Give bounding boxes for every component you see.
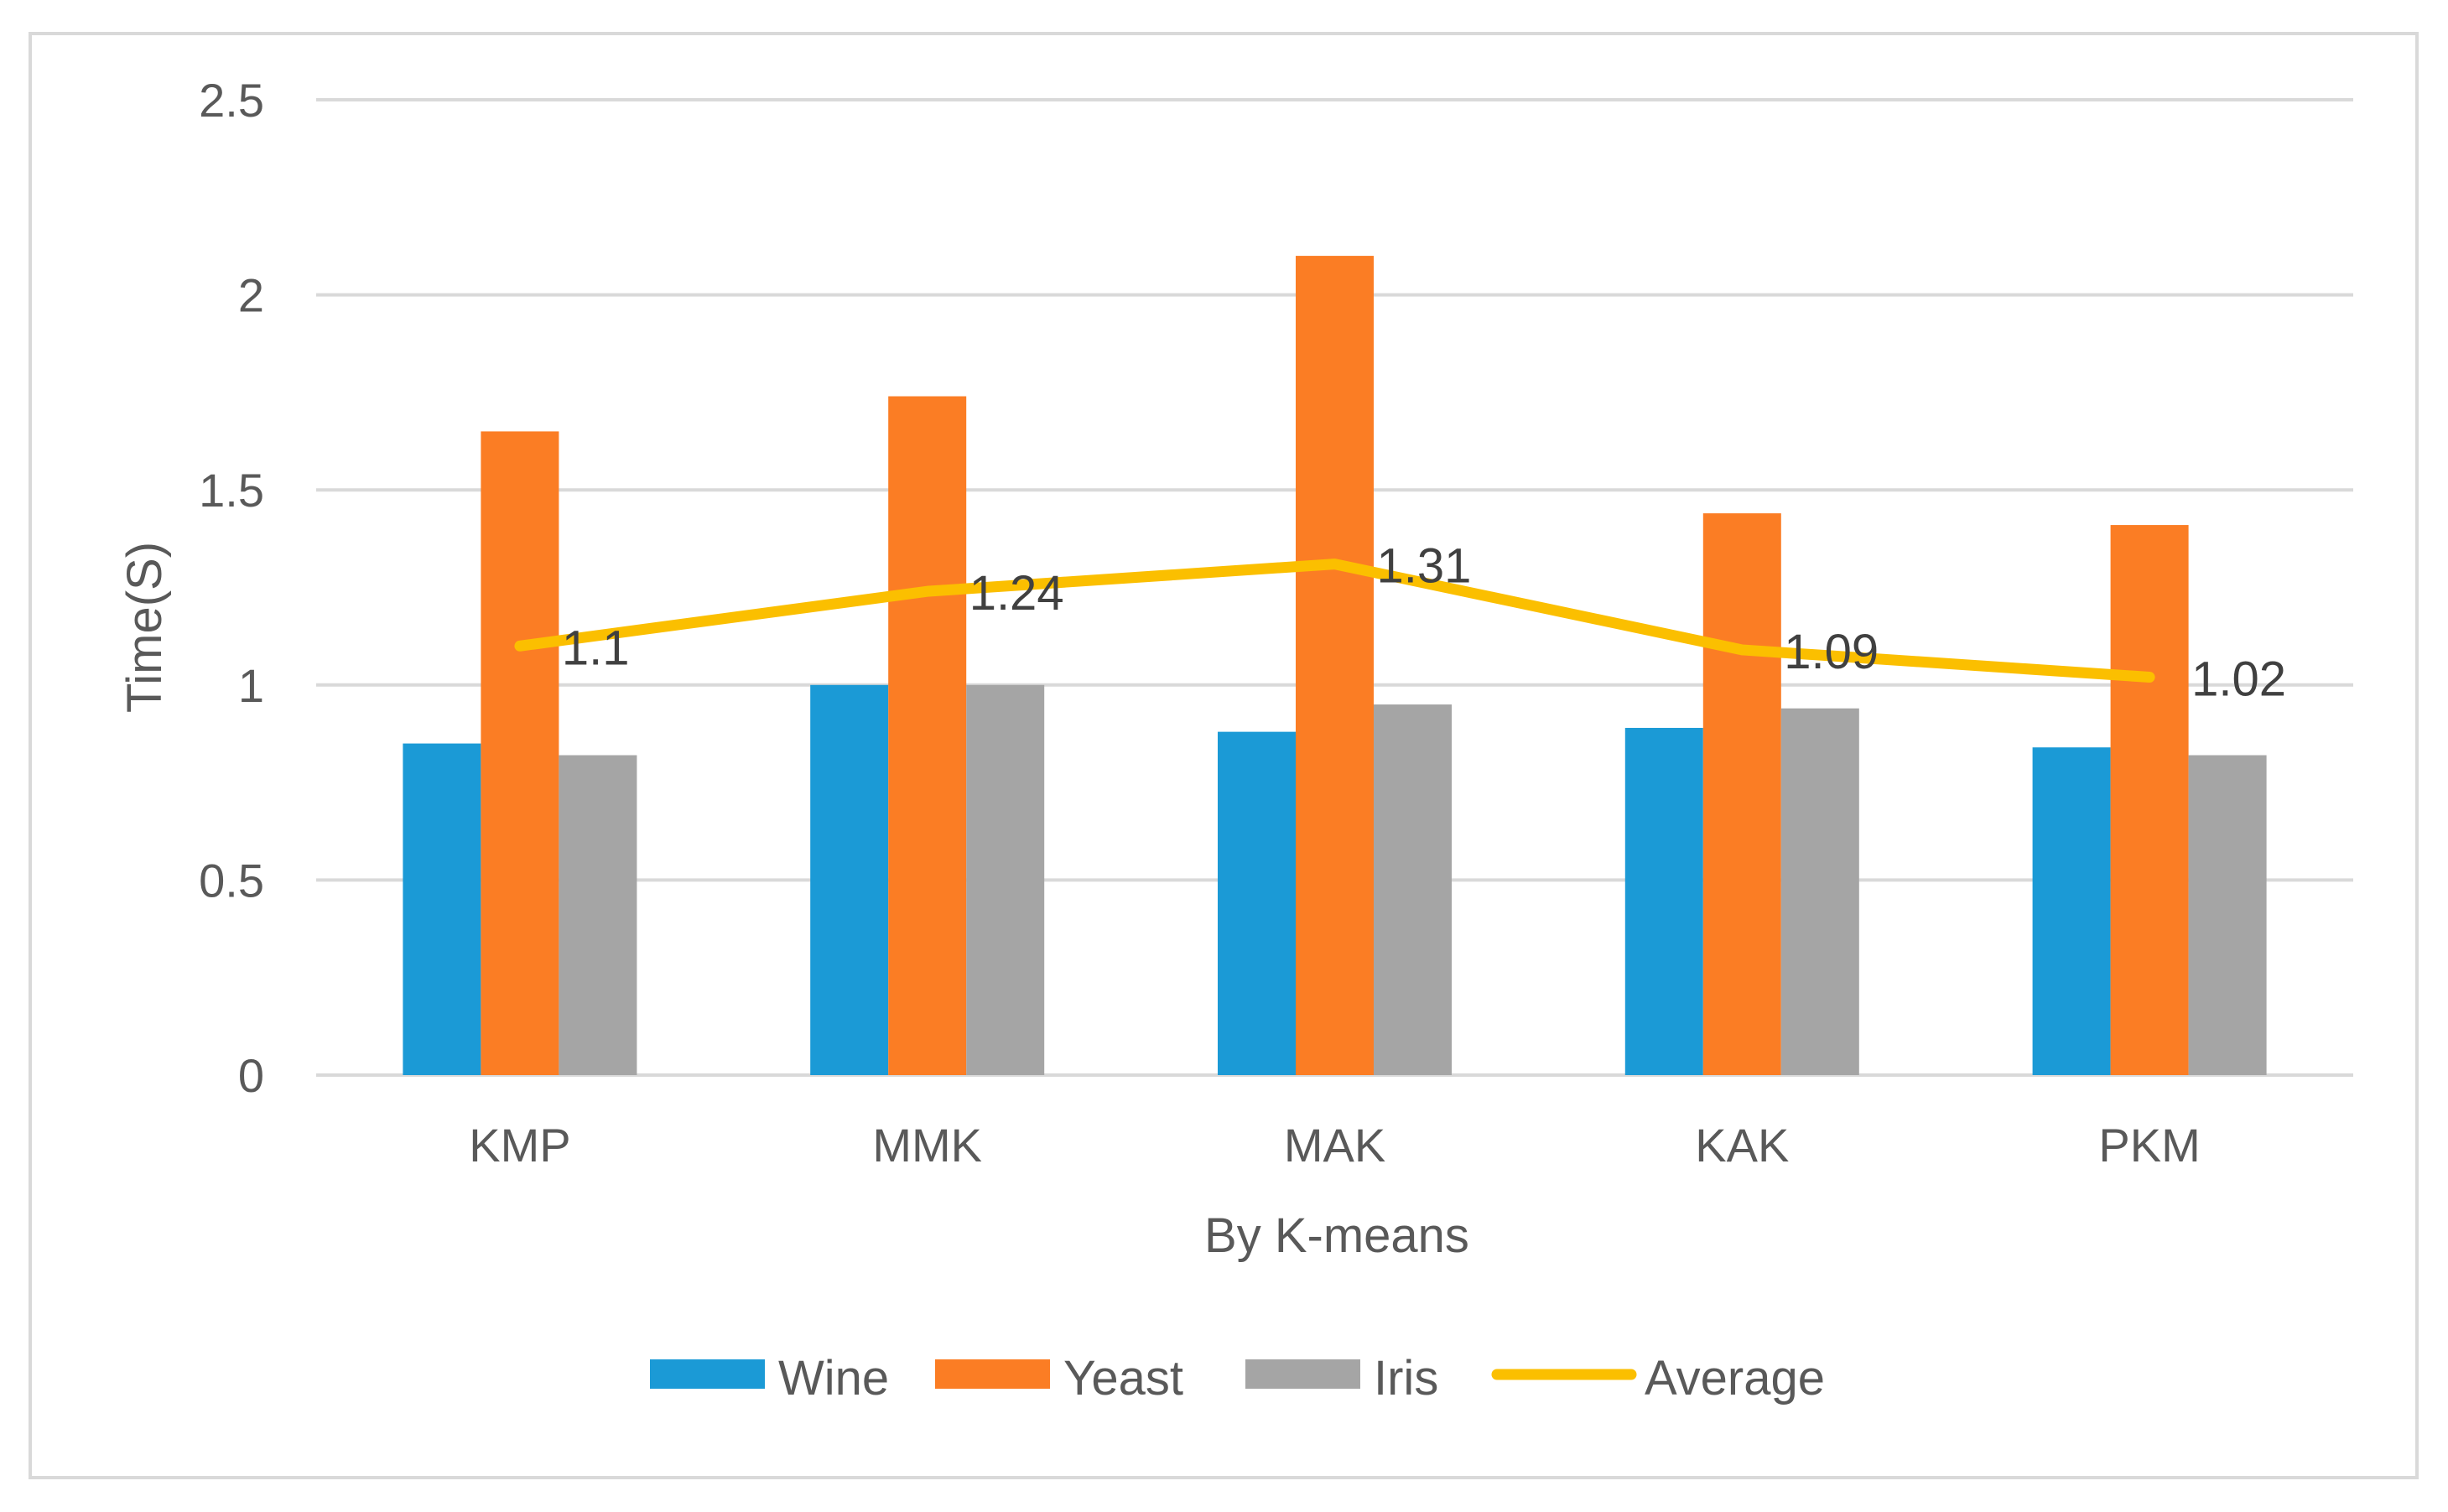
bar-iris-mak (1374, 704, 1452, 1075)
legend-label-average: Average (1645, 1351, 1825, 1405)
legend-swatch-yeast (935, 1359, 1050, 1389)
bar-iris-kak (1780, 708, 1859, 1075)
bar-wine-mmk (810, 684, 889, 1075)
x-tick-label: PKM (2098, 1119, 2200, 1172)
bar-wine-kak (1624, 727, 1703, 1075)
data-label-average: 1.31 (1377, 539, 1472, 594)
bar-yeast-kmp (481, 431, 559, 1075)
bars (403, 256, 2267, 1076)
bar-wine-kmp (403, 743, 481, 1075)
x-axis-label: By K-means (1204, 1208, 1469, 1263)
legend-label-yeast: Yeast (1063, 1351, 1183, 1405)
y-tick-label: 1.5 (199, 464, 264, 517)
y-axis-label: Time(S) (117, 542, 172, 713)
data-label-average: 1.09 (1784, 625, 1879, 679)
data-label-average: 1.24 (969, 566, 1064, 621)
bar-yeast-pkm (2110, 525, 2189, 1075)
x-tick-label: KAK (1695, 1119, 1789, 1172)
bar-wine-mak (1218, 731, 1296, 1075)
legend-label-iris: Iris (1374, 1351, 1438, 1405)
data-label-average: 1.02 (2191, 652, 2286, 706)
legend-swatch-iris (1245, 1359, 1360, 1389)
y-tick-label: 2 (238, 269, 264, 322)
bar-iris-mmk (966, 684, 1045, 1075)
y-tick-label: 0 (238, 1049, 264, 1102)
bar-wine-pkm (2032, 747, 2111, 1075)
x-tick-label: MMK (872, 1119, 982, 1172)
y-tick-label: 0.5 (199, 854, 264, 907)
x-tick-label: MAK (1284, 1119, 1385, 1172)
legend-swatch-wine (650, 1359, 765, 1389)
bar-yeast-mmk (888, 396, 967, 1075)
y-tick-label: 2.5 (199, 74, 264, 127)
bar-iris-kmp (559, 755, 637, 1075)
data-label-average: 1.1 (562, 621, 630, 675)
average-line: 1.1 1.24 1.31 1.09 1.02 (514, 539, 2286, 706)
x-tick-label: KMP (469, 1119, 570, 1172)
y-tick-labels: 0 0.5 1 1.5 2 2.5 (199, 74, 264, 1102)
y-tick-label: 1 (238, 659, 264, 712)
bar-yeast-mak (1296, 256, 1374, 1076)
legend: Wine Yeast Iris Average (650, 1351, 1825, 1405)
legend-label-wine: Wine (778, 1351, 889, 1405)
bar-iris-pkm (2188, 755, 2267, 1075)
x-tick-labels: KMP MMK MAK KAK PKM (469, 1119, 2201, 1172)
bar-yeast-kak (1702, 513, 1781, 1075)
line-average (514, 559, 2155, 683)
